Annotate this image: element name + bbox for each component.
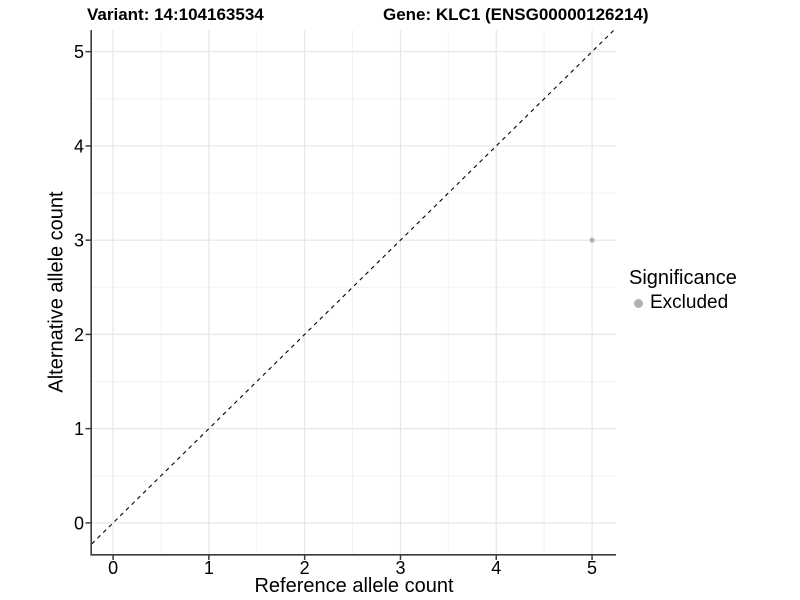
- identity-dashed-line: [92, 30, 615, 545]
- x-axis-title: Reference allele count: [254, 575, 454, 597]
- y-tick-label: 0: [74, 513, 84, 533]
- legend: Significance Excluded: [629, 265, 737, 314]
- x-tick-label: 2: [300, 558, 310, 578]
- legend-item-excluded: Excluded: [629, 292, 737, 314]
- y-axis-title: Alternative allele count: [45, 191, 68, 393]
- variant-title: Variant: 14:104163534: [87, 5, 264, 24]
- x-tick-label: 4: [491, 558, 501, 578]
- x-tick-label: 0: [108, 558, 118, 578]
- y-tick-label: 3: [74, 231, 84, 251]
- x-tick-label: 3: [395, 558, 405, 578]
- legend-item-label: Excluded: [650, 292, 729, 313]
- data-point: [589, 237, 595, 243]
- gene-title: Gene: KLC1 (ENSG00000126214): [383, 5, 649, 24]
- y-tick-label: 4: [74, 136, 84, 156]
- x-tick-label: 1: [204, 558, 214, 578]
- y-tick-label: 5: [74, 42, 84, 62]
- y-tick-label: 1: [74, 419, 84, 439]
- x-tick-label: 5: [587, 558, 597, 578]
- y-tick-label: 2: [74, 325, 84, 345]
- legend-title: Significance: [629, 267, 737, 289]
- legend-key-dot-icon: [634, 298, 643, 308]
